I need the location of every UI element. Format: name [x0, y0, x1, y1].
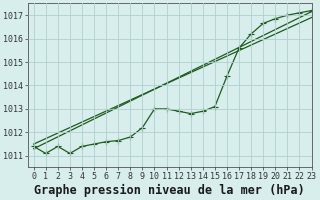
X-axis label: Graphe pression niveau de la mer (hPa): Graphe pression niveau de la mer (hPa)	[34, 183, 305, 197]
